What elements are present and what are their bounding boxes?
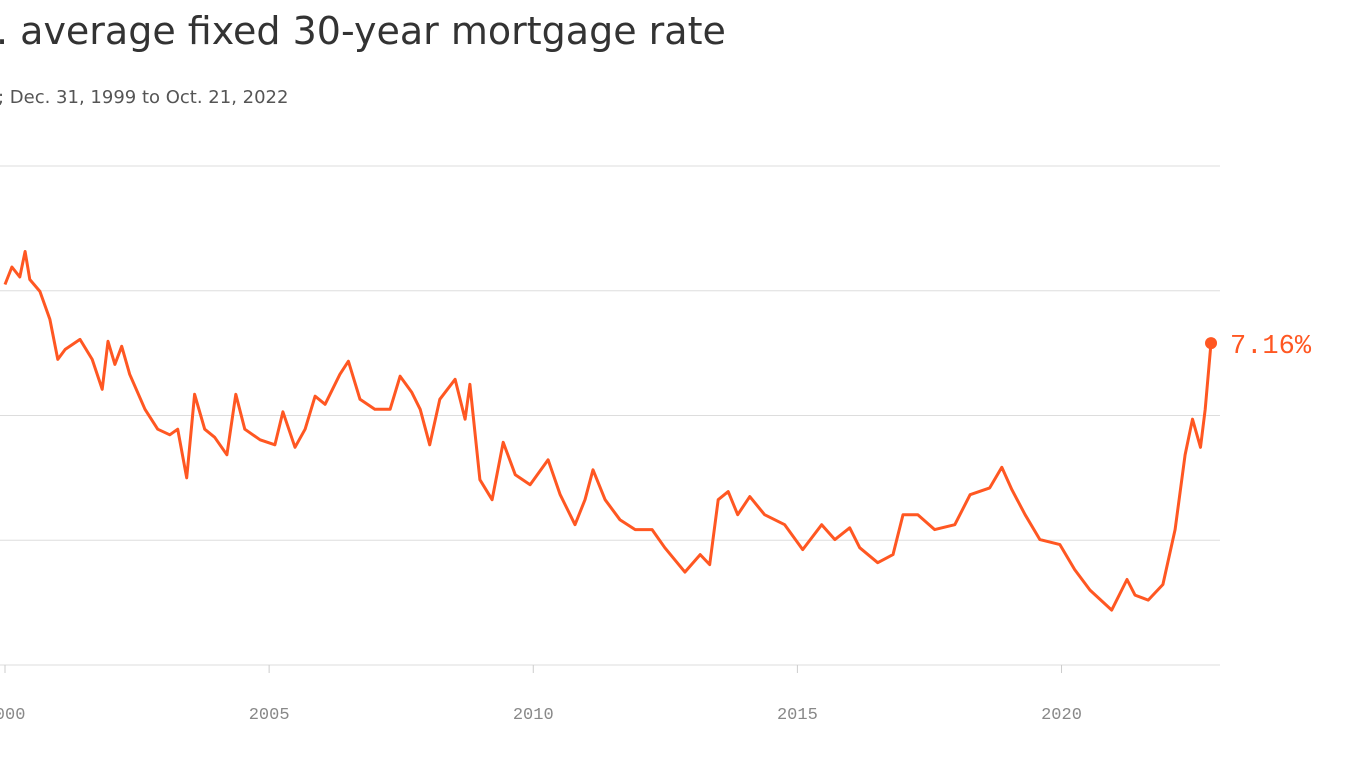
rate-line xyxy=(3,250,1213,612)
end-label: 7.16% xyxy=(1230,332,1312,362)
x-tick-label: 2020 xyxy=(1041,706,1082,725)
x-tick-label: 2010 xyxy=(513,706,554,725)
x-tick-label: 2000 xyxy=(0,706,25,725)
chart-subtitle: ; Dec. 31, 1999 to Oct. 21, 2022 xyxy=(0,87,288,108)
chart-title: . average fixed 30-year mortgage rate xyxy=(0,9,726,53)
x-tick-label: 2015 xyxy=(777,706,818,725)
end-dot xyxy=(1205,337,1218,350)
x-tick-label: 2005 xyxy=(249,706,290,725)
